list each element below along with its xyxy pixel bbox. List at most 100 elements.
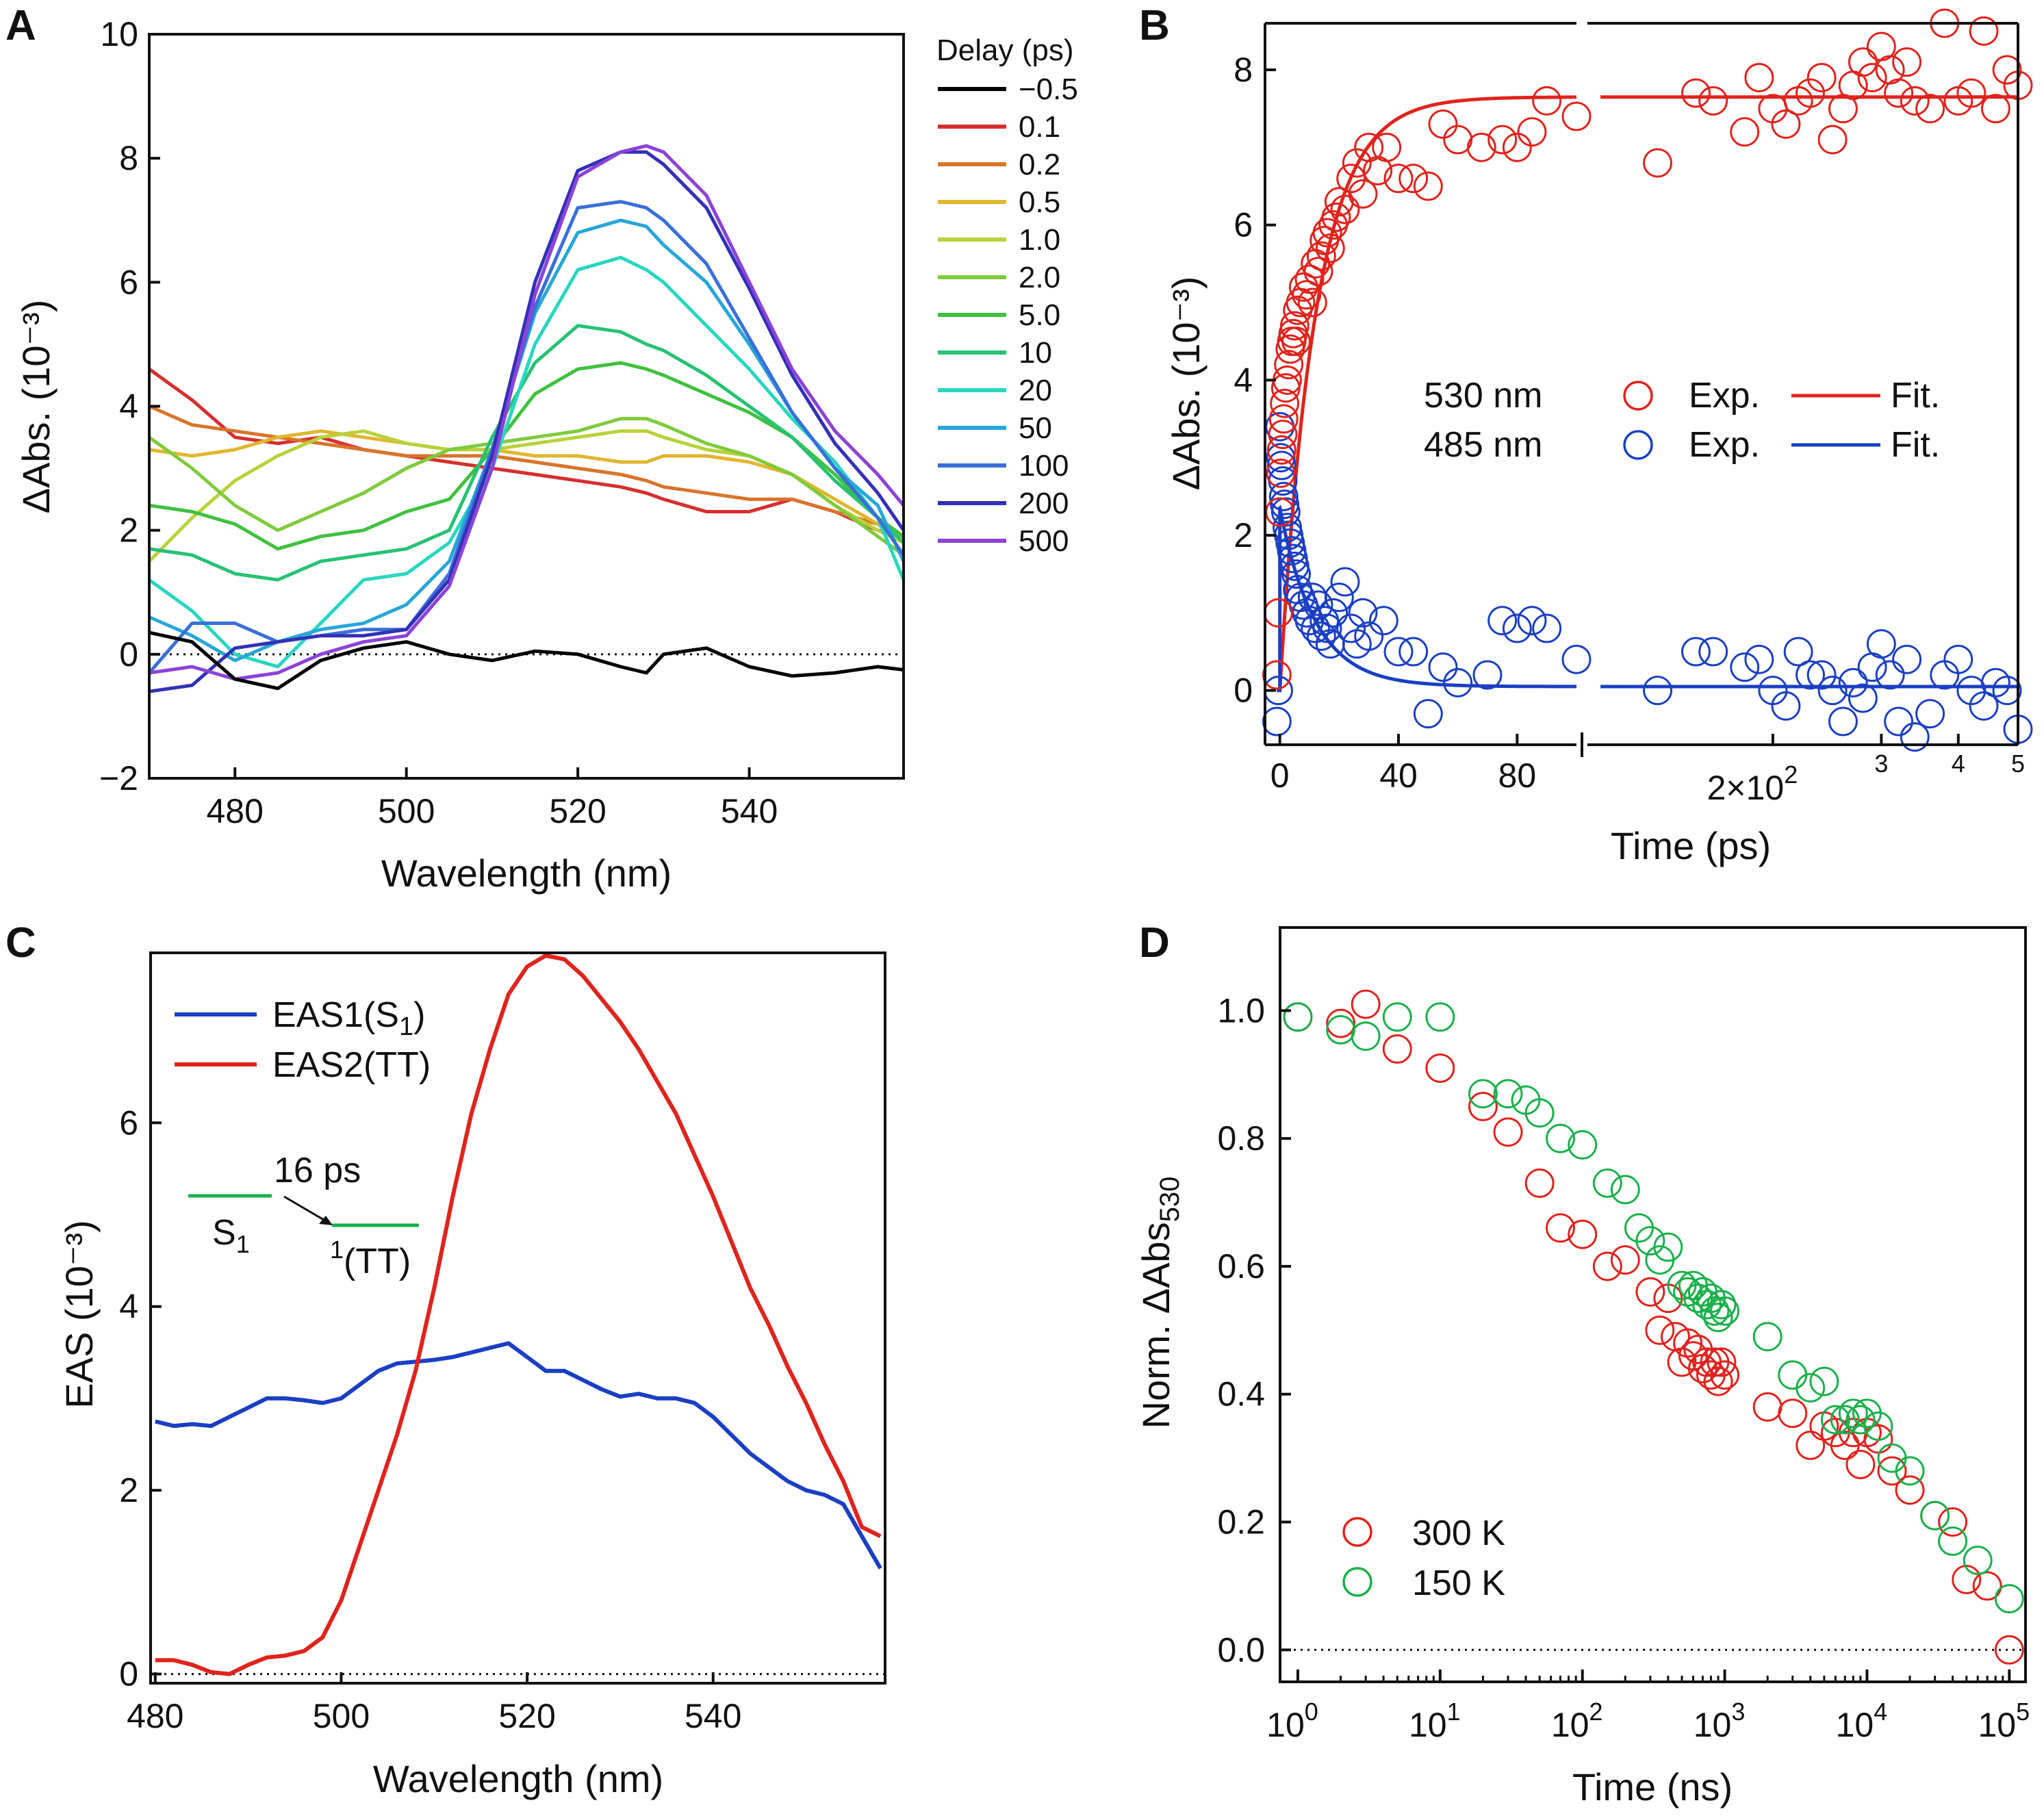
series-line-EAS2(TT): [155, 954, 882, 1676]
data-point: [1315, 233, 1345, 264]
x-tick-label: 480: [127, 1697, 183, 1735]
data-points: [1262, 8, 2033, 752]
data-point: [1969, 16, 1999, 46]
data-point: [1796, 78, 1826, 108]
data-point: [1915, 94, 1945, 124]
legend-label-0.2: 0.2: [1019, 148, 1060, 181]
data-point: [1568, 1130, 1598, 1160]
x-tick-label: 3: [1874, 750, 1888, 778]
data-point: [1915, 699, 1945, 729]
data-point: [1838, 667, 1868, 698]
y-tick-label: −2: [99, 759, 138, 797]
data-point: [1848, 47, 1878, 77]
data-point: [1262, 660, 1292, 690]
data-point: [1472, 660, 1503, 690]
data-point: [1895, 1456, 1925, 1486]
data-point: [1301, 613, 1331, 643]
legend: EAS1(S1) EAS2(TT): [175, 995, 431, 1085]
panel-c: C 480 500 520 540 0 2 4 6 Wavelength (nm) EAS …: [5, 919, 886, 1800]
data-point: [1468, 1079, 1498, 1109]
legend-label-2.0: 2.0: [1019, 261, 1060, 294]
data-point: [1796, 660, 1826, 690]
data-point: [1306, 241, 1336, 271]
x-ticks: 480 500 520 540: [127, 1672, 741, 1735]
x-tick-label-base: 10: [1978, 1706, 2016, 1744]
data-point: [1653, 1232, 1683, 1262]
data-point: [1809, 1366, 1839, 1396]
tt-sup: 1: [330, 1236, 344, 1264]
data-point: [1517, 117, 1547, 147]
series-line-0.2: [149, 405, 905, 544]
data-point: [1645, 1315, 1675, 1345]
x-tick-label: 105: [1978, 1698, 2030, 1744]
data-point: [1730, 117, 1760, 147]
legend-exp-530: Exp.: [1689, 376, 1760, 415]
data-point: [1413, 699, 1443, 729]
data-point: [1312, 613, 1342, 643]
legend-marker-485: [1623, 430, 1653, 460]
data-point: [1324, 583, 1354, 613]
data-point: [1710, 1296, 1740, 1326]
data-point: [1487, 125, 1518, 155]
data-point: [1413, 171, 1443, 201]
data-point: [1546, 1213, 1576, 1243]
data-point: [1643, 148, 1673, 178]
data-point: [1532, 86, 1562, 116]
data-point: [1820, 1405, 1850, 1435]
data-point: [1744, 644, 1774, 674]
x-tick-label: 101: [1409, 1698, 1461, 1744]
data-point: [1517, 606, 1547, 636]
data-point: [1673, 1328, 1703, 1358]
y-tick-label: 0.6: [1217, 1247, 1265, 1286]
legend-label-1.0: 1.0: [1019, 223, 1060, 257]
data-point: [1730, 652, 1760, 682]
data-point: [1306, 621, 1336, 651]
x-tick-label-base: 10: [1409, 1706, 1447, 1744]
data-point: [1698, 637, 1728, 667]
data-point: [1875, 660, 1905, 690]
y-ticks: 0 2 4 6: [119, 1103, 162, 1693]
plot-frame: [149, 951, 886, 1685]
data-point: [1900, 86, 1930, 116]
panel-a: A 480 500 520 540 −2 0 2 4 6 8 10 Wavelength (nm)…: [5, 2, 1078, 895]
x-tick-label: 540: [721, 792, 778, 830]
y-ticks: −2 0 2 4 6 8 10: [99, 15, 160, 797]
s1-state: S: [212, 1213, 236, 1253]
data-point: [1348, 598, 1378, 628]
series-line-EAS1(S1): [155, 1341, 882, 1570]
data-point: [1635, 1277, 1665, 1307]
legend-label-50: 50: [1019, 411, 1052, 445]
data-point: [1561, 101, 1592, 131]
legend-eas1-tail: ): [413, 995, 425, 1035]
series-line-20: [148, 255, 906, 669]
data-point: [1956, 78, 1986, 108]
data-point: [1425, 1053, 1455, 1083]
data-point: [1845, 1449, 1876, 1479]
data-point: [1297, 287, 1327, 318]
x-tick-label: 80: [1498, 756, 1537, 795]
legend: 530 nm Exp. Fit. 485 nm Exp. Fit.: [1424, 376, 1940, 465]
data-point: [1592, 1168, 1622, 1199]
data-point: [1972, 1571, 2002, 1601]
data-point: [1354, 621, 1384, 651]
x-tick-label-exp: 4: [1874, 1698, 1887, 1726]
data-point: [1268, 420, 1298, 450]
data-point: [1610, 1245, 1640, 1275]
legend-marker-300k: [1342, 1517, 1372, 1547]
data-point: [1351, 989, 1381, 1019]
data-point: [1321, 202, 1351, 232]
y-tick-label: 0: [1234, 672, 1253, 710]
y-axis-label: ΔAbs. (10⁻³): [1164, 277, 1208, 491]
x-tick-label-exp: 5: [2016, 1698, 2030, 1726]
y-tick-label: 0: [119, 635, 138, 674]
data-point: [1383, 637, 1414, 667]
data-point: [1592, 1251, 1622, 1281]
panel-label-c: C: [5, 919, 36, 967]
y-tick-label: 0.4: [1217, 1375, 1265, 1414]
x-tick-label-base: 2×10: [1707, 769, 1785, 807]
data-point: [1336, 613, 1366, 643]
data-point: [1892, 644, 1922, 674]
data-point: [1817, 676, 1848, 706]
